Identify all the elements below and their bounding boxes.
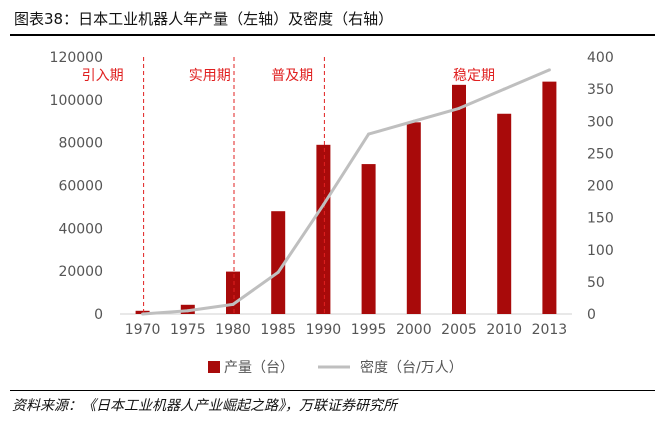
phase-label: 稳定期 xyxy=(453,68,495,84)
left-axis-tick-label: 100000 xyxy=(50,93,103,109)
left-axis-tick-label: 0 xyxy=(94,307,103,323)
density-point-1980 xyxy=(231,302,235,306)
density-point-2000 xyxy=(412,119,416,123)
x-axis-tick-label: 1980 xyxy=(215,322,251,338)
phase-label: 引入期 xyxy=(82,68,124,84)
bar-2010 xyxy=(497,113,512,314)
x-axis-tick-label: 1970 xyxy=(125,322,161,338)
x-axis-ticks: 1970 1975 1980 1985 1990 1995 2000 2005 2010 2013 xyxy=(125,322,567,338)
density-line xyxy=(142,68,550,316)
density-point-1985 xyxy=(276,270,280,274)
density-point-1970 xyxy=(141,312,145,316)
right-axis-tick-label: 400 xyxy=(587,50,614,66)
legend-label-density: 密度（台/万人） xyxy=(360,359,463,376)
left-axis-tick-label: 60000 xyxy=(58,179,103,195)
right-axis-tick-label: 50 xyxy=(587,275,605,291)
density-point-2005 xyxy=(457,106,461,110)
bar-2013 xyxy=(542,81,557,314)
phase-labels: 引入期 实用期 普及期 稳定期 xyxy=(82,68,495,84)
chart: 0 20000 40000 60000 80000 100000 120000 0 50 100… xyxy=(50,50,614,376)
right-axis-tick-label: 250 xyxy=(587,146,614,162)
x-axis-tick-label: 1985 xyxy=(260,322,296,338)
line-series xyxy=(141,68,551,316)
right-axis-tick-label: 350 xyxy=(587,82,614,98)
figure-title: 图表38：日本工业机器人年产量（左轴）及密度（右轴） xyxy=(14,10,394,28)
x-axis-tick-label: 2000 xyxy=(396,322,432,338)
density-point-2010 xyxy=(502,87,506,91)
legend-swatch-production xyxy=(208,361,220,373)
bar-2005 xyxy=(452,84,466,314)
bar-1995 xyxy=(361,164,376,314)
left-axis-tick-label: 20000 xyxy=(58,264,103,280)
source-rule xyxy=(10,390,655,391)
right-axis-tick-label: 100 xyxy=(587,243,614,259)
bar-1970 xyxy=(135,310,150,314)
density-point-1975 xyxy=(186,309,190,313)
bar-1980 xyxy=(226,271,240,314)
right-axis-tick-label: 0 xyxy=(587,307,596,323)
left-axis-tick-label: 40000 xyxy=(58,221,103,237)
bar-series xyxy=(135,81,557,314)
density-point-2013 xyxy=(547,68,551,72)
x-axis-tick-label: 1995 xyxy=(351,322,387,338)
right-axis-tick-label: 300 xyxy=(587,114,614,130)
x-axis-tick-label: 2010 xyxy=(486,322,522,338)
source-note: 资料来源：《日本工业机器人产业崛起之路》，万联证券研究所 xyxy=(12,398,397,414)
phase-label: 普及期 xyxy=(271,68,313,84)
left-axis-tick-label: 120000 xyxy=(50,50,103,66)
phase-label: 实用期 xyxy=(189,68,231,84)
x-axis-tick-label: 1990 xyxy=(306,322,342,338)
phase-dividers xyxy=(143,57,325,314)
bar-1985 xyxy=(271,211,286,314)
right-axis: 0 50 100 150 200 250 300 350 400 xyxy=(587,50,614,323)
x-axis-tick-label: 1975 xyxy=(170,322,206,338)
bar-2000 xyxy=(406,122,421,314)
x-axis-tick-label: 2013 xyxy=(532,322,568,338)
bar-1990 xyxy=(316,144,331,314)
right-axis-tick-label: 150 xyxy=(587,211,614,227)
title-rule xyxy=(10,34,655,36)
left-axis: 0 20000 40000 60000 80000 100000 120000 xyxy=(50,50,103,323)
legend: 产量（台） 密度（台/万人） xyxy=(208,359,463,376)
density-point-1990 xyxy=(321,203,325,207)
legend-label-production: 产量（台） xyxy=(224,360,294,376)
x-axis-tick-label: 2005 xyxy=(441,322,477,338)
left-axis-tick-label: 80000 xyxy=(58,136,103,152)
density-point-1995 xyxy=(367,132,371,136)
right-axis-tick-label: 200 xyxy=(587,179,614,195)
